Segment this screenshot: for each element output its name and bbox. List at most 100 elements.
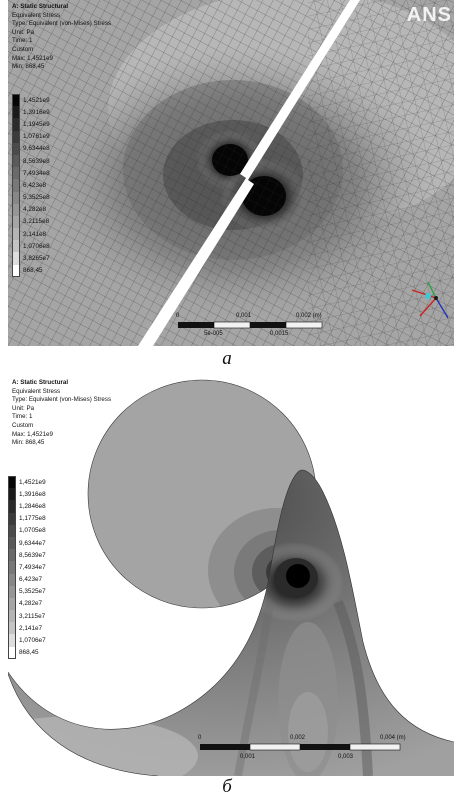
legend-swatch [12, 252, 20, 265]
scale-label-sub-2: 0,003 [338, 754, 354, 760]
legend-label: 868,45 [23, 267, 43, 275]
legend-label: 5,3525e8 [23, 194, 50, 202]
info-min: Min: 868,45 [12, 439, 45, 447]
info-max: Max: 1,4521e9 [12, 54, 53, 62]
legend-label: 6,423e7 [19, 576, 43, 584]
legend-swatch [12, 142, 20, 155]
legend-swatch [12, 264, 20, 277]
legend-entry: 8,5639e7 [8, 549, 46, 562]
stress-contour-full [8, 379, 454, 776]
legend-swatch [8, 476, 16, 489]
contact-gap [138, 0, 360, 346]
legend-entry: 868,45 [8, 646, 46, 659]
legend-swatch [8, 500, 16, 513]
legend-entry: 3,2115e7 [8, 610, 46, 623]
legend-label: 1,0761e9 [23, 133, 50, 141]
legend-label: 4,282e8 [23, 206, 47, 214]
legend-swatch [8, 536, 16, 550]
legend-entry: 5,3525e8 [12, 191, 50, 204]
stress-legend: 1,4521e9 1,3916e9 1,1945e9 1,0761e9 9,6344e8… [12, 94, 50, 277]
legend-swatch [8, 597, 16, 611]
legend-swatch [12, 106, 20, 119]
legend-entry: 5,3525e7 [8, 585, 46, 598]
info-time: Time: 1 [12, 413, 33, 421]
figure-caption-a: a [222, 348, 232, 369]
info-time: Time: 1 [12, 37, 33, 45]
legend-entry: 1,4521e9 [8, 476, 46, 489]
info-result: Equivalent Stress [12, 387, 61, 395]
legend-label: 6,423e8 [23, 181, 47, 189]
legend-swatch [12, 240, 20, 253]
scale-label-sub-2: 0,0015 [270, 331, 289, 337]
legend-entry: 8,5639e8 [12, 154, 50, 168]
legend-label: 4,282e7 [19, 600, 43, 608]
legend-entry: 9,6344e8 [12, 142, 50, 155]
legend-label: 2,141e7 [19, 624, 43, 632]
legend-entry: 9,6344e7 [8, 536, 46, 550]
scale-bar [178, 321, 323, 329]
legend-swatch [8, 646, 16, 659]
legend-swatch [8, 524, 16, 537]
legend-label: 1,2846e8 [19, 502, 46, 510]
legend-swatch [8, 585, 16, 598]
info-min: Min: 868,45 [12, 63, 45, 71]
legend-label: 9,6344e8 [23, 145, 50, 153]
legend-swatch [8, 549, 16, 562]
legend-entry: 3,8265e7 [12, 252, 50, 265]
info-result: Equivalent Stress [12, 11, 61, 19]
legend-entry: 1,1945e9 [12, 118, 50, 131]
legend-entry: 1,0706e8 [12, 240, 50, 253]
legend-swatch [8, 512, 16, 525]
scale-label-mid: 0,002 [290, 735, 306, 741]
legend-label: 1,4521e9 [19, 478, 46, 486]
info-custom: Custom [12, 421, 34, 429]
scale-label-0: 0 [198, 735, 202, 741]
legend-swatch [12, 167, 20, 180]
legend-label: 7,4934e8 [23, 169, 50, 177]
figure-caption-b: б [222, 776, 232, 797]
legend-entry: 6,423e7 [8, 573, 46, 586]
ansys-logo: ANS [406, 4, 452, 26]
legend-entry: 4,282e7 [8, 597, 46, 611]
scale-label-sub-1: 0,001 [240, 754, 256, 760]
scale-label-sub-1: 5e-005 [204, 331, 223, 337]
info-max: Max: 1,4521e9 [12, 430, 53, 438]
legend-entry: 868,45 [12, 264, 50, 277]
scale-label-0: 0 [176, 313, 180, 319]
legend-label: 1,0706e8 [23, 242, 50, 250]
legend-swatch [12, 228, 20, 241]
stress-plot-zoomed: ANS A: Static Structural Equivalent Stre… [8, 0, 454, 346]
legend-label: 1,1775e8 [19, 515, 46, 523]
stress-contour-zoomed [8, 0, 454, 346]
legend-swatch [12, 130, 20, 143]
legend-label: 5,3525e7 [19, 588, 46, 596]
legend-swatch [8, 561, 16, 574]
legend-label: 868,45 [19, 649, 39, 657]
legend-entry: 1,1775e8 [8, 512, 46, 525]
legend-entry: 7,4934e8 [12, 167, 50, 180]
legend-label: 8,5639e8 [23, 157, 50, 165]
legend-entry: 1,0761e9 [12, 130, 50, 143]
stress-legend: 1,4521e9 1,3916e8 1,2846e8 1,1775e8 1,0705e8… [8, 476, 46, 659]
legend-swatch [8, 634, 16, 647]
legend-entry: 2,141e7 [8, 622, 46, 635]
legend-swatch [12, 191, 20, 204]
legend-label: 9,6344e7 [19, 539, 46, 547]
axis-triad-icon [411, 281, 449, 319]
legend-swatch [8, 610, 16, 623]
legend-label: 3,8265e7 [23, 255, 50, 263]
legend-entry: 1,3916e9 [12, 106, 50, 119]
legend-swatch [12, 179, 20, 192]
legend-swatch [8, 488, 16, 501]
legend-entry: 1,2846e8 [8, 500, 46, 513]
info-type: Type: Equivalent (von-Mises) Stress [12, 396, 112, 404]
legend-entry: 3,2115e8 [12, 215, 50, 229]
legend-swatch [12, 94, 20, 107]
legend-label: 8,5639e7 [19, 551, 46, 559]
scale-label-mid: 0,001 [236, 313, 252, 319]
legend-entry: 6,423e8 [12, 179, 50, 192]
legend-label: 1,0706e7 [19, 637, 46, 645]
legend-swatch [12, 118, 20, 131]
legend-entry: 4,282e8 [12, 203, 50, 216]
scale-label-end: 0,004 (m) [380, 735, 406, 741]
